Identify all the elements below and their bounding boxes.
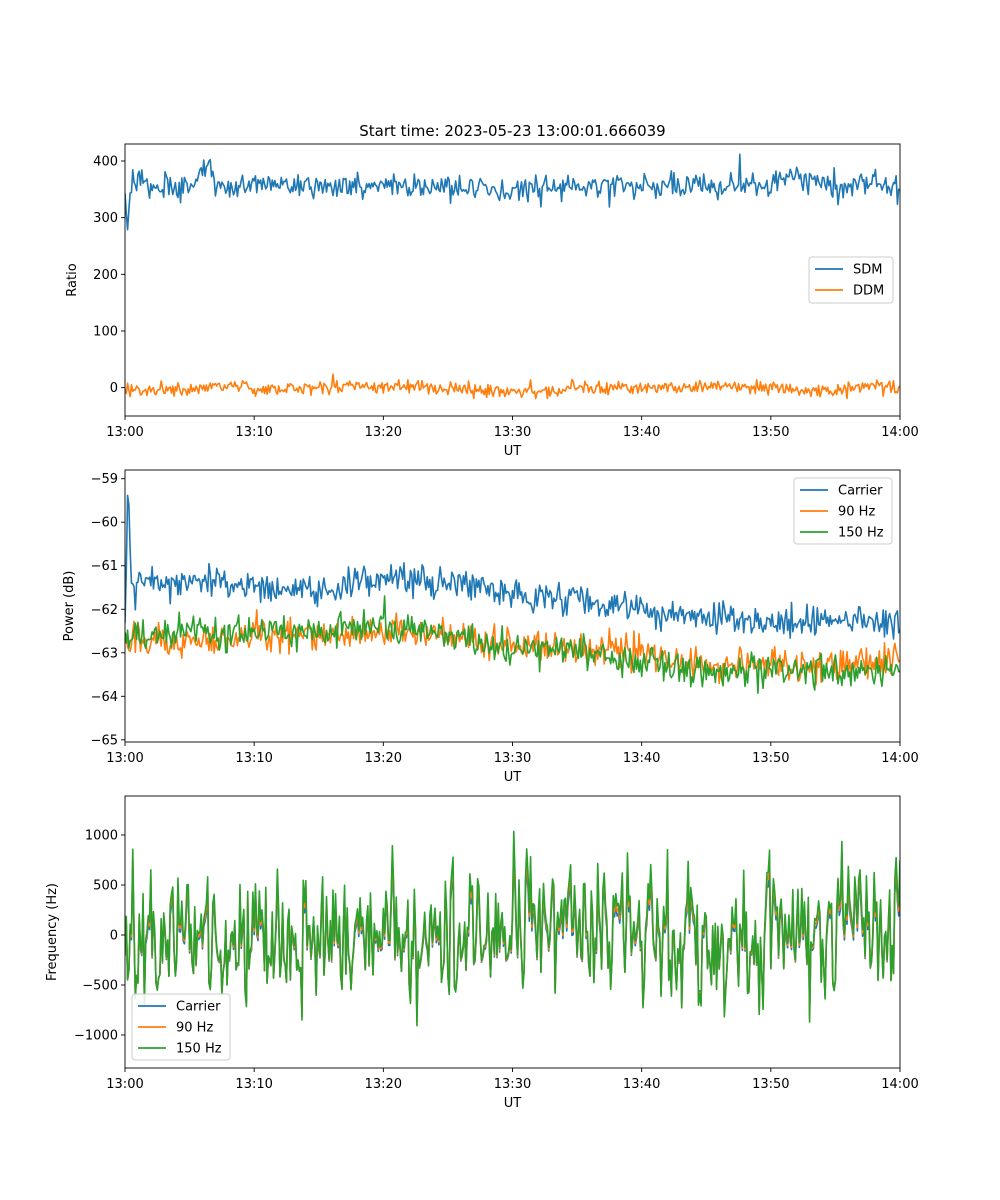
x-tick-label: 13:20 [365,425,402,440]
x-tick-label: 13:30 [494,425,531,440]
y-tick-label: 100 [93,325,118,340]
series-line-carrier [125,494,900,640]
x-tick-label: 13:50 [752,425,789,440]
y-tick-label: 200 [93,268,118,283]
x-tick-label: 13:20 [365,751,402,766]
y-tick-label: −62 [91,603,118,618]
x-tick-label: 13:00 [106,425,143,440]
x-tick-label: 14:00 [881,751,918,766]
series-line-150-hz [125,830,900,1027]
x-tick-label: 13:10 [235,1077,272,1092]
series-line-ddm [125,373,900,400]
x-tick-label: 13:50 [752,1077,789,1092]
y-axis-label: Ratio [65,263,80,296]
legend-label-carrier: Carrier [838,484,883,499]
legend: Carrier 90 Hz 150 Hz [793,477,893,545]
frequency-panel: 13:00 13:10 13:20 13:30 13:40 13:50 14:00 −1000… [45,795,919,1111]
y-tick-label: −59 [91,472,118,487]
y-tick-label: −61 [91,559,118,574]
x-tick-label: 14:00 [881,1077,918,1092]
legend-label-sdm: SDM [853,263,882,278]
y-axis-label: Power (dB) [62,571,77,642]
x-tick-label: 13:50 [752,751,789,766]
y-axis-label: Frequency (Hz) [45,883,60,981]
y-tick-label: −1000 [74,1029,118,1044]
x-tick-label: 13:10 [235,751,272,766]
x-tick-label: 13:10 [235,425,272,440]
x-axis-label: UT [504,444,522,459]
y-tick-label: −64 [91,690,118,705]
x-tick-label: 13:40 [623,751,660,766]
series-line-150-hz [125,595,900,695]
legend-label-carrier: Carrier [176,1000,221,1015]
x-tick-label: 14:00 [881,425,918,440]
y-tick-label: 300 [93,211,118,226]
x-tick-label: 13:00 [106,751,143,766]
x-axis-label: UT [504,770,522,785]
legend-label-90-hz: 90 Hz [838,505,875,520]
x-tick-label: 13:30 [494,751,531,766]
y-tick-label: −60 [91,516,118,531]
y-tick-label: −63 [91,646,118,661]
y-tick-label: −500 [82,979,118,994]
power-panel: 13:00 13:10 13:20 13:30 13:40 13:50 14:00 −65 −6… [62,469,919,785]
x-tick-label: 13:00 [106,1077,143,1092]
y-tick-label: −65 [91,733,118,748]
y-tick-label: 1000 [85,829,118,844]
legend-label-90-hz: 90 Hz [176,1021,213,1036]
legend-box [131,993,231,1061]
y-tick-label: 0 [110,929,118,944]
ratio-panel: 13:00 13:10 13:20 13:30 13:40 13:50 14:00 0 100 2… [65,143,919,459]
legend-label-150-hz: 150 Hz [176,1042,222,1057]
x-tick-label: 13:40 [623,425,660,440]
series-line-sdm [125,153,900,231]
legend: Carrier 90 Hz 150 Hz [131,993,231,1061]
legend-label-ddm: DDM [853,284,884,299]
x-tick-label: 13:30 [494,1077,531,1092]
x-tick-label: 13:20 [365,1077,402,1092]
y-tick-label: 0 [110,381,118,396]
y-tick-label: 500 [93,879,118,894]
legend-box [793,477,893,545]
legend-label-150-hz: 150 Hz [838,526,884,541]
x-axis-label: UT [504,1096,522,1111]
x-tick-label: 13:40 [623,1077,660,1092]
legend: SDM DDM [808,256,894,304]
figure-title: Start time: 2023-05-23 13:00:01.666039 [359,122,665,140]
y-tick-label: 400 [93,155,118,170]
